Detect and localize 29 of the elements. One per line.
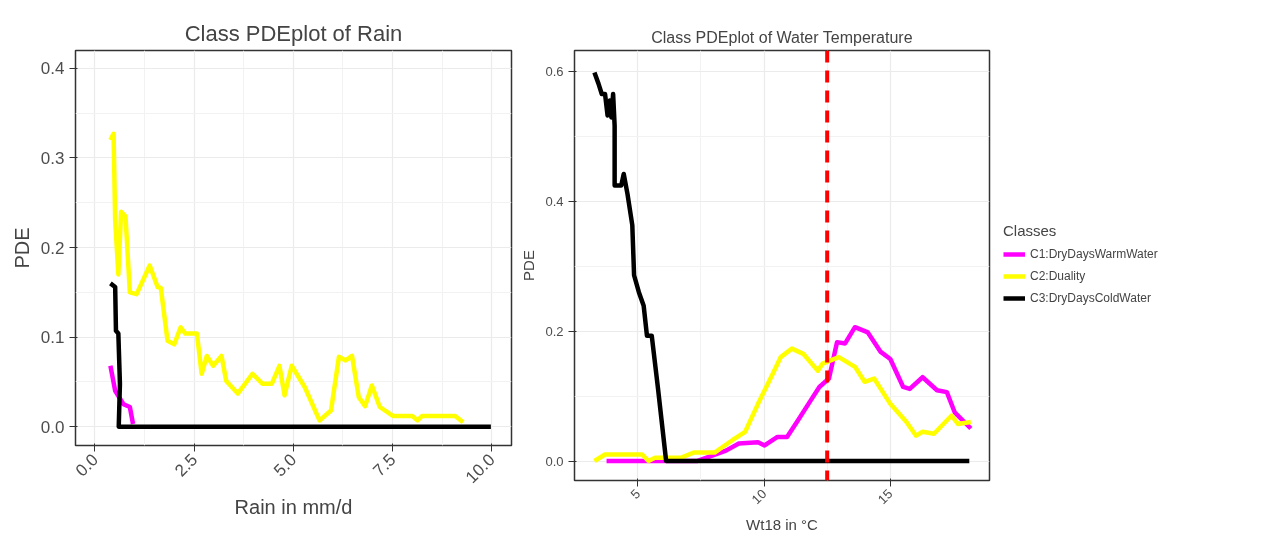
x-tick-label: 7.5 <box>369 450 400 481</box>
y-tick-label: 0.0 <box>40 417 65 437</box>
y-tick-label: 0.6 <box>545 63 564 79</box>
legend-label: C2:Duality <box>1030 269 1086 283</box>
x-axis-title: Wt18 in °C <box>746 516 819 534</box>
x-tick-label: 2.5 <box>171 450 202 481</box>
y-tick-label: 0.2 <box>545 323 564 339</box>
y-tick-label: 0.4 <box>40 59 65 79</box>
legend-label: C1:DryDaysWarmWater <box>1030 247 1158 261</box>
x-tick-label: 5 <box>627 486 644 502</box>
x-tick-label: 0.0 <box>71 450 103 481</box>
y-axis-title: PDE <box>520 250 538 281</box>
x-tick-label: 5.0 <box>270 450 301 481</box>
line-series <box>592 70 972 464</box>
y-tick-label: 0.1 <box>40 328 65 348</box>
chart-title: Class PDEplot of Rain <box>184 20 403 46</box>
y-axis-title: PDE <box>10 227 33 269</box>
x-tick-label: 10 <box>748 486 770 508</box>
chart-title: Class PDEplot of Water Temperature <box>651 28 913 46</box>
x-axis-title: Rain in mm/d <box>234 496 353 519</box>
line-series <box>592 346 974 464</box>
y-tick-label: 0.2 <box>40 238 65 258</box>
y-tick-label: 0.3 <box>40 148 65 168</box>
line-series <box>108 131 466 425</box>
legend-label: C3:DryDaysColdWater <box>1030 291 1151 305</box>
line-series <box>108 281 494 429</box>
legend-title: Classes <box>1003 222 1058 239</box>
y-tick-label: 0.4 <box>545 193 564 209</box>
x-tick-label: 15 <box>874 486 896 508</box>
